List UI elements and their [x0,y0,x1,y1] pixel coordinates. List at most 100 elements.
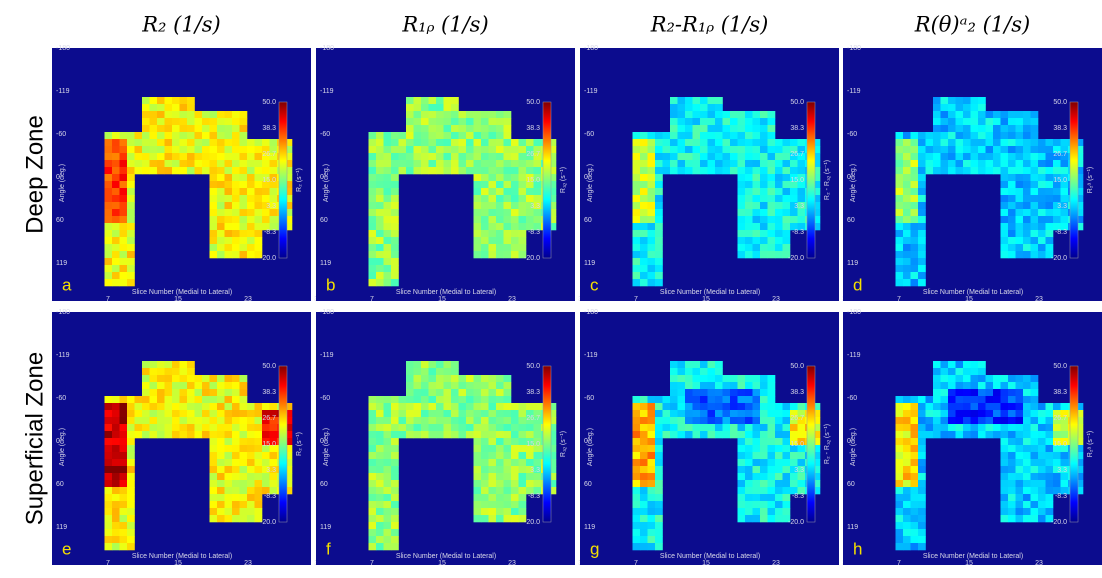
map-cell [647,424,656,432]
map-cell [782,431,791,439]
map-cell [368,501,377,509]
map-cell [745,237,753,245]
map-cell [1075,167,1084,175]
map-cell [655,494,663,502]
map-cell [247,473,255,481]
map-cell [481,480,489,488]
map-cell [187,417,195,425]
y-tick-label: -60 [584,395,594,402]
map-cell [473,174,482,182]
map-cell [918,396,926,404]
x-tick-label: 7 [897,296,901,303]
map-cell [1008,508,1016,516]
map-cell [451,361,459,369]
map-cell [752,202,761,210]
map-cell [985,111,994,119]
map-cell [209,431,218,439]
map-cell [209,417,218,425]
map-cell [284,188,293,196]
map-cell [1008,139,1016,147]
map-cell [239,375,248,383]
map-cell [933,111,941,119]
map-cell [1023,153,1031,161]
map-cell [1015,445,1024,453]
map-cell [1053,188,1061,196]
map-cell [127,174,135,182]
map-cell [1015,118,1024,126]
colorbar-tick-label: 50.0 [790,363,804,370]
map-cell [632,153,641,161]
map-cell [760,216,768,224]
map-cell [232,431,240,439]
map-cell [391,223,399,231]
map-cell [692,146,701,154]
map-cell [895,181,904,189]
map-cell [632,473,641,481]
map-cell [119,445,128,453]
map-cell [232,244,240,252]
map-cell [632,279,641,287]
map-cell [782,480,791,488]
map-cell [473,501,482,509]
map-cell [239,480,248,488]
map-cell [1015,487,1024,495]
map-cell [172,382,180,390]
map-cell [1023,445,1031,453]
x-tick-label: 7 [897,560,901,567]
map-cell [737,466,746,474]
map-cell [775,244,783,252]
map-cell [458,111,467,119]
map-cell [104,466,113,474]
map-cell [767,139,776,147]
map-cell [903,494,911,502]
map-cell [284,473,293,481]
map-cell [421,104,429,112]
map-cell [112,132,120,140]
map-cell [488,153,497,161]
map-cell [948,146,956,154]
map-cell [436,146,444,154]
map-cell [790,403,798,411]
map-cell [933,382,941,390]
map-cell [451,160,459,168]
map-cell [1053,146,1061,154]
map-cell [391,459,399,467]
map-cell [496,417,504,425]
map-cell [376,445,384,453]
map-cell [149,146,158,154]
colorbar-tick-label: 26.7 [526,415,540,422]
map-cell [1075,202,1084,210]
map-cell [647,202,656,210]
map-cell [164,410,173,418]
map-cell [925,417,934,425]
map-cell [391,529,399,537]
map-cell [1030,244,1039,252]
map-cell [752,237,761,245]
map-cell [1045,244,1054,252]
map-cell [640,445,648,453]
map-cell [1038,410,1046,418]
map-cell [239,424,248,432]
map-cell [767,118,776,126]
map-cell [466,125,474,133]
map-cell [526,167,534,175]
map-cell [518,216,527,224]
map-cell [730,146,738,154]
map-cell [985,167,994,175]
map-cell [391,174,399,182]
map-cell [1008,473,1016,481]
map-cell [737,410,746,418]
map-cell [948,389,956,397]
map-cell [376,529,384,537]
map-cell [993,410,1001,418]
map-cell [767,153,776,161]
map-cell [391,230,399,238]
map-cell [376,494,384,502]
map-cell [239,396,248,404]
map-cell [451,424,459,432]
map-cell [895,272,904,280]
map-cell [790,202,798,210]
map-cell [692,361,701,369]
map-cell [443,403,452,411]
map-cell [496,494,504,502]
